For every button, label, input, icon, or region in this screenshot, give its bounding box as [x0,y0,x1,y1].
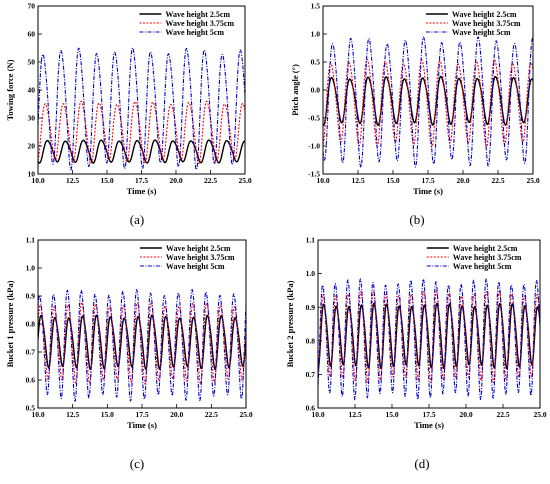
series-line-3 [318,278,540,401]
x-tick-label: 25.0 [238,176,251,185]
y-tick-label: 60 [28,30,36,39]
x-tick-label: 25.0 [533,410,546,419]
x-tick-label: 10.0 [316,176,329,185]
y-tick-label: 0.6 [306,404,316,413]
x-axis-label: Time (s) [413,186,443,196]
x-tick-label: 22.5 [204,176,217,185]
x-tick-label: 15.0 [385,410,398,419]
x-tick-label: 17.5 [422,410,435,419]
y-tick-label: 1.1 [306,236,316,245]
x-tick-label: 12.5 [348,410,361,419]
x-tick-label: 20.0 [170,410,183,419]
x-tick-label: 25.0 [239,410,252,419]
x-tick-label: 12.5 [66,176,79,185]
y-tick-label: 1.0 [306,269,316,278]
series-line-1 [323,75,533,127]
y-tick-label: 0.0 [311,86,321,95]
legend-label-1: Wave height 2.5cm [165,10,230,19]
legend-label-2: Wave height 3.75cm [453,253,522,262]
panel-caption: (b) [409,212,424,227]
y-tick-label: 50 [28,58,36,67]
x-tick-label: 17.5 [135,410,148,419]
x-tick-label: 22.5 [496,410,509,419]
legend-label-1: Wave height 2.5cm [452,10,517,19]
series-line-1 [38,314,246,371]
x-tick-label: 20.0 [456,176,469,185]
x-tick-label: 22.5 [491,176,504,185]
x-tick-label: 15.0 [100,176,113,185]
y-tick-label: 40 [28,86,36,95]
legend-label-2: Wave height 3.75cm [165,19,234,28]
chart-panel-3: 10.0 12.5 15.0 17.5 20.0 22.5 25.0 0.5 0.6 0.7 0.8… [5,236,253,471]
y-tick-label: -1.5 [308,170,320,179]
x-tick-label: 15.0 [101,410,114,419]
panel-caption: (c) [130,456,144,471]
y-tick-label: -0.5 [308,114,320,123]
y-tick-label: 0.6 [26,376,36,385]
x-tick-label: 20.0 [169,176,182,185]
y-tick-label: 70 [28,2,36,11]
y-tick-label: 1.0 [26,264,36,273]
x-tick-label: 12.5 [351,176,364,185]
y-tick-label: 0.5 [26,404,36,413]
y-tick-label: 30 [28,114,36,123]
x-tick-label: 12.5 [66,410,79,419]
series-line-3 [38,288,246,402]
y-tick-label: 10 [28,170,36,179]
legend-label-1: Wave height 2.5cm [453,244,518,253]
y-tick-label: 20 [28,142,36,151]
legend-label-3: Wave height 5cm [453,262,512,271]
series-line-1 [318,302,540,370]
legend-label-3: Wave height 5cm [165,28,224,37]
y-axis-label: Towing force (N) [5,59,15,120]
legend-label-1: Wave height 2.5cm [166,244,231,253]
x-axis-label: Time (s) [127,186,157,196]
y-tick-label: 0.9 [26,292,36,301]
y-tick-label: 1.0 [311,30,321,39]
y-tick-label: 0.7 [26,348,36,357]
y-tick-label: 0.7 [306,370,316,379]
chart-panel-4: 10.0 12.5 15.0 17.5 20.0 22.5 25.0 0.6 0.7 0.8 0.9… [285,236,547,471]
y-tick-label: 0.5 [311,58,321,67]
panel-caption: (a) [130,212,144,227]
x-tick-label: 15.0 [386,176,399,185]
legend-label-3: Wave height 5cm [166,262,225,271]
series-line-2 [38,301,246,385]
legend-label-3: Wave height 5cm [452,28,511,37]
x-tick-label: 20.0 [459,410,472,419]
chart-panel-1: 10.0 12.5 15.0 17.5 20.0 22.5 25.0 10 20 30 40 50 60… [5,2,252,227]
x-axis-label: Time (s) [414,420,444,430]
y-axis-label: Bucket 2 pressure (kPa) [285,280,295,367]
x-tick-label: 17.5 [421,176,434,185]
series-line-3 [38,47,245,171]
y-tick-label: -1.0 [308,142,320,151]
x-tick-label: 22.5 [205,410,218,419]
x-axis-label: Time (s) [127,420,157,430]
y-tick-label: 0.8 [306,336,316,345]
chart-panel-2: 10.0 12.5 15.0 17.5 20.0 22.5 25.0 -1.5 -1.0 -0.5… [290,2,540,227]
legend-label-2: Wave height 3.75cm [452,19,521,28]
x-tick-label: 17.5 [135,176,148,185]
y-tick-label: 1.1 [26,236,36,245]
y-tick-label: 0.9 [306,303,316,312]
y-axis-label: Pitch angle (°) [290,64,300,116]
y-tick-label: 1.5 [311,2,321,11]
x-tick-label: 10.0 [311,410,324,419]
y-axis-label: Bucket 1 pressure (kPa) [5,280,15,367]
y-tick-label: 0.8 [26,320,36,329]
legend-label-2: Wave height 3.75cm [166,253,235,262]
x-tick-label: 10.0 [31,176,44,185]
series-line-2 [318,290,540,384]
x-tick-label: 10.0 [31,410,44,419]
panel-caption: (d) [414,456,429,471]
series-line-3 [323,36,533,169]
x-tick-label: 25.0 [526,176,539,185]
